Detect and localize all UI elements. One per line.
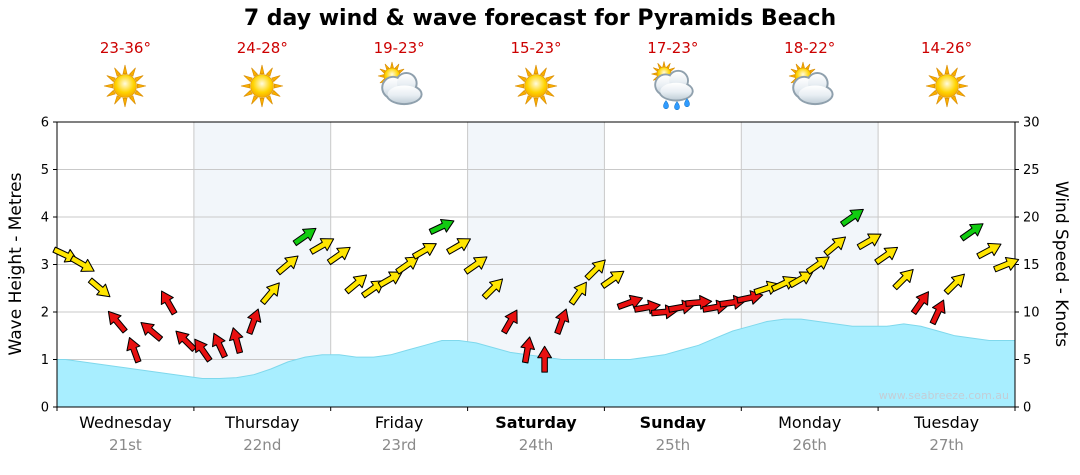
wind-arrow	[326, 246, 351, 266]
day-name: Wednesday	[79, 413, 172, 432]
wind-arrow	[140, 321, 164, 342]
weather-icon-partly-cloudy	[372, 60, 426, 112]
day-temp-range: 17-23°	[647, 39, 699, 57]
day-name: Friday	[374, 413, 424, 432]
wind-tick-label: 0	[1023, 401, 1031, 416]
day-date: 21st	[109, 436, 142, 454]
wave-tick-label: 1	[41, 353, 49, 368]
day-date: 25th	[655, 436, 691, 454]
day-name: Sunday	[639, 413, 707, 432]
day-name: Tuesday	[914, 413, 980, 432]
wind-arrow	[463, 256, 488, 275]
wind-arrow	[87, 277, 111, 298]
wave-tick-label: 6	[41, 116, 49, 131]
day-date: 22nd	[243, 436, 282, 454]
wind-arrow	[910, 291, 930, 315]
wind-arrow	[805, 256, 830, 275]
wind-arrow	[616, 294, 644, 310]
wind-arrow	[260, 282, 280, 305]
day-name: Saturday	[495, 413, 577, 432]
wave-axis-title: Wave Height - Metres	[6, 172, 26, 356]
wind-tick-label: 5	[1023, 353, 1031, 368]
weather-icon-sunny	[920, 60, 974, 112]
wind-tick-label: 15	[1023, 258, 1040, 273]
wind-arrow	[584, 259, 606, 281]
wind-arrow	[446, 238, 471, 255]
day-temp-range: 23-36°	[99, 39, 151, 57]
wind-tick-label: 30	[1023, 116, 1040, 131]
wind-arrow	[309, 238, 335, 255]
wind-arrow	[377, 271, 403, 289]
wind-arrow	[126, 337, 142, 364]
day-date: 26th	[792, 436, 827, 454]
day-date: 23rd	[381, 436, 417, 454]
wind-arrow	[501, 309, 518, 335]
weather-icon-sunny	[98, 60, 152, 112]
wind-arrow	[194, 338, 213, 363]
day-date: 24th	[518, 436, 554, 454]
wind-arrow	[211, 332, 228, 359]
wind-arrow	[395, 256, 420, 275]
wind-arrow	[411, 242, 437, 260]
day-date: 27th	[929, 436, 964, 454]
chart-title: 7 day wind & wave forecast for Pyramids …	[243, 6, 837, 31]
weather-icon-showers	[646, 60, 700, 112]
day-temp-range: 19-23°	[373, 39, 425, 57]
wind-axis-title: Wind Speed - Knots	[1051, 180, 1071, 348]
wind-arrow	[976, 242, 1002, 260]
wind-arrow	[788, 271, 814, 289]
wind-arrow	[160, 290, 178, 316]
wind-arrow	[892, 268, 914, 291]
wind-arrow	[568, 281, 587, 306]
wind-arrow	[537, 345, 553, 373]
wind-tick-label: 20	[1023, 211, 1040, 226]
wind-arrow	[685, 294, 713, 310]
weather-icon-partly-cloudy	[783, 60, 837, 112]
wind-arrow	[344, 274, 368, 295]
weather-icon-sunny	[509, 60, 563, 112]
wind-tick-label: 10	[1023, 306, 1040, 321]
wind-arrow	[600, 270, 625, 289]
wind-arrow	[993, 256, 1020, 273]
wind-arrow	[840, 208, 864, 228]
watermark: www.seabreeze.com.au	[879, 389, 1009, 402]
wind-arrow	[823, 236, 847, 257]
wave-tick-label: 0	[41, 401, 49, 416]
wind-arrow	[175, 330, 197, 352]
wind-arrow	[107, 310, 128, 334]
wind-tick-label: 25	[1023, 163, 1040, 178]
wave-tick-label: 4	[41, 211, 49, 226]
wave-tick-label: 3	[41, 258, 49, 273]
wind-arrow	[69, 255, 95, 272]
wind-arrow	[943, 273, 965, 295]
day-name: Thursday	[225, 413, 300, 432]
wind-arrow	[929, 299, 946, 326]
day-temp-range: 18-22°	[784, 39, 836, 57]
wind-arrow	[520, 336, 536, 364]
wind-arrow	[874, 246, 899, 266]
wind-arrow	[292, 227, 317, 247]
wind-arrow	[554, 308, 570, 335]
wind-arrow	[959, 223, 984, 242]
wind-arrow	[481, 278, 504, 300]
wind-arrow	[228, 327, 244, 354]
wave-tick-label: 5	[41, 163, 49, 178]
day-temp-range: 15-23°	[510, 39, 562, 57]
wind-arrow	[246, 308, 262, 335]
day-temp-range: 24-28°	[236, 39, 288, 57]
day-name: Monday	[778, 413, 842, 432]
wave-tick-label: 2	[41, 306, 49, 321]
wind-arrow	[428, 218, 455, 235]
day-temp-range: 14-26°	[921, 39, 973, 57]
weather-icon-sunny	[235, 60, 289, 112]
wind-arrow	[856, 233, 882, 251]
wind-arrow	[275, 255, 299, 276]
